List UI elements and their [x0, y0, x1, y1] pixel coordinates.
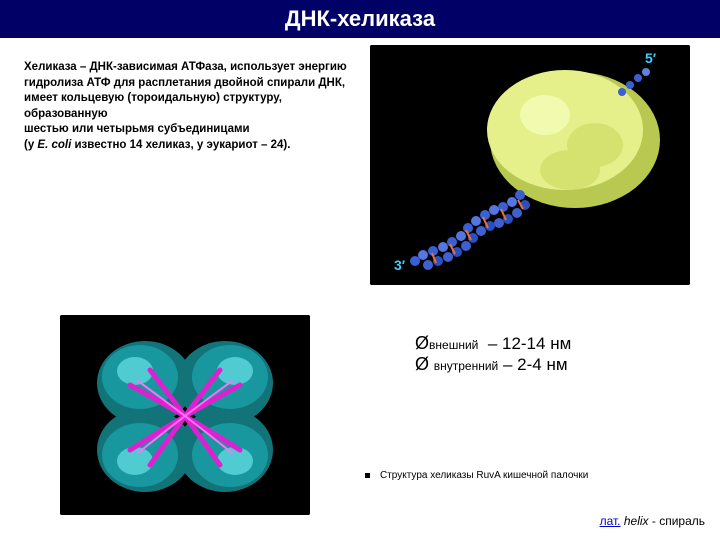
- body-line-5c: известно 14 хеликаз, у эукариот – 24).: [71, 139, 290, 151]
- body-line-5a: (у: [24, 139, 37, 151]
- slide-title: ДНК-хеликаза: [0, 0, 720, 38]
- diameter-symbol-icon: Ø: [415, 354, 429, 375]
- outer-label: внешний: [429, 338, 478, 352]
- etym-rest: - спираль: [649, 514, 705, 528]
- body-line-3: имеет кольцевую (тороидальную) структуру…: [24, 92, 282, 120]
- body-line-1: Хеликаза – ДНК-зависимая АТФаза, использ…: [24, 61, 347, 73]
- inner-value: – 2-4 нм: [503, 355, 568, 375]
- ruva-caption: Структура хеликазы RuvA кишечной палочки: [365, 470, 588, 481]
- latin-link[interactable]: лат.: [600, 514, 621, 528]
- ruva-structure-figure: [60, 315, 310, 515]
- dimensions-box: Ø внешний – 12-14 нм Ø внутренний – 2-4 …: [415, 333, 695, 375]
- helicase-dna-figure: 5′ 3′: [370, 45, 690, 285]
- three-prime-label: 3′: [394, 257, 406, 273]
- description-text: Хеликаза – ДНК-зависимая АТФаза, использ…: [24, 60, 354, 153]
- bullet-icon: [365, 473, 370, 478]
- diameter-symbol-icon: Ø: [415, 333, 429, 354]
- body-line-5b: E. coli: [37, 139, 71, 151]
- body-line-2: гидролиза АТФ для расплетания двойной сп…: [24, 77, 345, 89]
- ruva-tetramer-icon: [97, 341, 273, 492]
- inner-label: внутренний: [434, 359, 499, 373]
- body-line-4: шестью или четырьмя субъединицами: [24, 123, 250, 135]
- five-prime-label: 5′: [645, 50, 657, 66]
- caption-text: Структура хеликазы RuvA кишечной палочки: [380, 470, 588, 481]
- helix-word: helix: [624, 514, 649, 528]
- etymology-note: лат. helix - спираль: [600, 514, 705, 528]
- outer-value: – 12-14 нм: [488, 334, 571, 354]
